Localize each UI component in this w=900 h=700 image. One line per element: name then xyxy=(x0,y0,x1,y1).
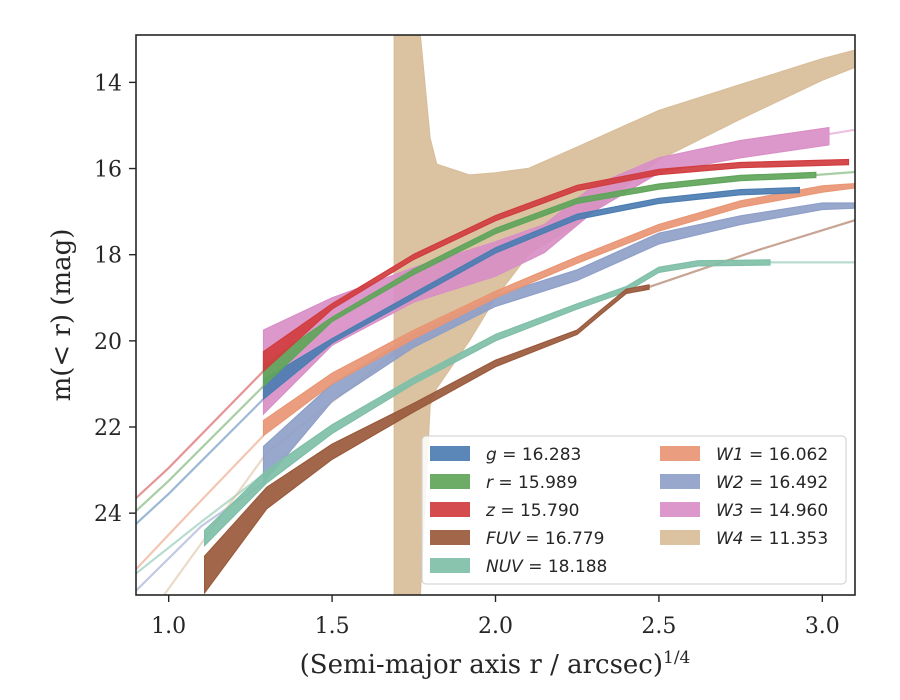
series-z-band xyxy=(262,158,850,373)
series-w1-band xyxy=(262,182,855,437)
legend-label-w4-variable: W4 xyxy=(716,529,744,549)
legend-label-w4-value: = 11.353 xyxy=(744,529,829,549)
legend-label-g-value: = 16.283 xyxy=(497,445,582,465)
legend-label-nuv-value: = 18.188 xyxy=(523,557,608,577)
legend-label-w4: W4 = 11.353 xyxy=(716,529,828,549)
series-w3-extrap-line xyxy=(828,128,855,136)
series-w1-extrap-line xyxy=(136,434,265,570)
legend-label-w3: W3 = 14.960 xyxy=(716,501,828,521)
legend-swatch-w2 xyxy=(660,474,700,489)
x-axis-title-superscript: 1/4 xyxy=(663,648,690,668)
y-tick-label: 24 xyxy=(94,502,122,527)
legend-swatch-fuv xyxy=(430,530,470,545)
y-tick-label: 14 xyxy=(94,71,122,96)
legend-swatch-nuv xyxy=(430,558,470,573)
series-g-band xyxy=(262,186,800,401)
legend-label-z-variable: z xyxy=(485,501,496,521)
legend-label-w1-variable: W1 xyxy=(716,445,744,465)
series-r-band xyxy=(262,171,817,388)
legend-label-fuv-variable: FUV xyxy=(486,529,521,549)
series-r-tail-line xyxy=(815,170,855,177)
series-r-extrap-line xyxy=(136,385,265,512)
legend-label-nuv-variable: NUV xyxy=(486,557,524,577)
legend-label-r-value: = 15.989 xyxy=(493,473,578,493)
series-nuv-band xyxy=(204,259,771,547)
legend-label-fuv: FUV = 16.779 xyxy=(486,529,604,549)
legend-swatch-r xyxy=(430,474,470,489)
y-tick-label: 18 xyxy=(94,244,122,269)
x-axis-title: (Semi-major axis r / arcsec)1/4 xyxy=(300,648,691,680)
legend-label-r: r = 15.989 xyxy=(486,473,578,493)
legend-label-w3-variable: W3 xyxy=(716,501,744,521)
legend-label-z-value: = 15.790 xyxy=(495,501,580,521)
series-fuv-band xyxy=(204,284,650,595)
legend-label-g-variable: g xyxy=(486,445,497,465)
y-axis-title: m(< r) (mag) xyxy=(47,229,77,402)
x-tick-label: 3.0 xyxy=(805,614,840,639)
legend-swatch-w3 xyxy=(660,502,700,517)
legend-swatch-w1 xyxy=(660,446,700,461)
y-axis: 14 16 18 20 22 24 xyxy=(94,71,136,527)
series-g-extrap-line xyxy=(136,398,265,525)
series-fuv-extrap-line xyxy=(642,219,855,291)
y-tick-label: 16 xyxy=(94,158,122,183)
legend-box xyxy=(421,435,847,585)
legend-label-z: z = 15.790 xyxy=(485,501,579,521)
x-tick-label: 1.5 xyxy=(315,614,350,639)
legend-label-g: g = 16.283 xyxy=(486,445,581,465)
x-tick-label: 2.0 xyxy=(478,614,513,639)
x-tick-label: 2.5 xyxy=(641,614,676,639)
series-nuv-extrap-line xyxy=(136,473,265,575)
legend-swatch-w4 xyxy=(660,530,700,545)
x-axis-title-main: (Semi-major axis r / arcsec) xyxy=(300,650,663,680)
y-tick-label: 20 xyxy=(94,330,122,355)
legend-label-w2: W2 = 16.492 xyxy=(716,473,828,493)
x-tick-label: 1.0 xyxy=(151,614,186,639)
legend-label-w1: W1 = 16.062 xyxy=(716,445,828,465)
legend-swatch-z xyxy=(430,502,470,517)
legend-label-w3-value: = 14.960 xyxy=(744,501,829,521)
legend-label-w2-value: = 16.492 xyxy=(744,473,829,493)
series-z-extrap-line xyxy=(136,370,265,499)
y-tick-label: 22 xyxy=(94,416,122,441)
series-w3-band xyxy=(262,126,830,416)
legend-label-w2-variable: W2 xyxy=(716,473,744,493)
x-axis: 1.0 1.5 2.0 2.5 3.0 xyxy=(151,595,840,639)
legend-label-nuv: NUV = 18.188 xyxy=(486,557,607,577)
legend-swatch-g xyxy=(430,446,470,461)
legend-label-w1-value: = 16.062 xyxy=(744,445,829,465)
series-w4-band xyxy=(393,35,855,595)
plot-area xyxy=(136,35,855,595)
legend-label-fuv-value: = 16.779 xyxy=(520,529,605,549)
legend-label-r-variable: r xyxy=(486,473,494,493)
